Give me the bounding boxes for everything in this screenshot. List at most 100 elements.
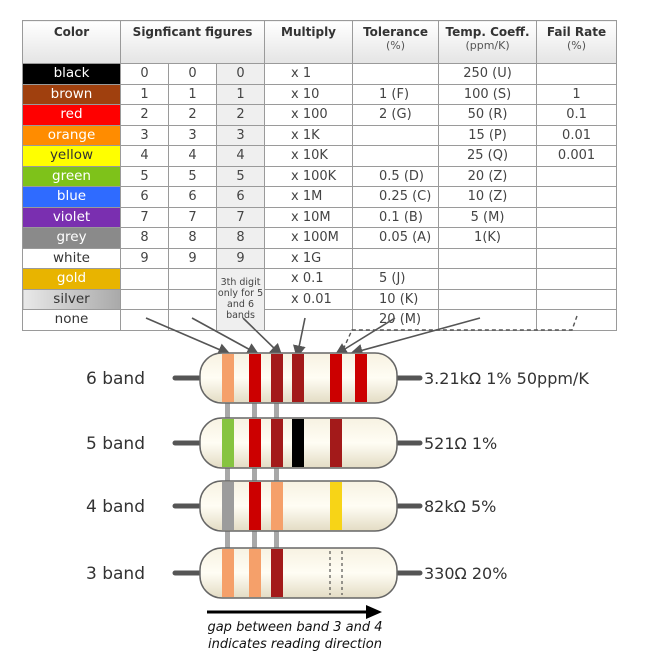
table-row: yellow 4 4 4 x 10K 25 (Q) 0.001 [22,145,618,167]
digit2-cell: 9 [168,247,217,269]
color-band-grey [222,482,234,530]
color-band-red [249,419,261,467]
arrow-head [366,605,382,619]
pointer-line [334,317,396,356]
color-code-table: Color Signficant figures Multiply Tolera… [22,20,618,331]
table-row: silver x 0.01 10 (K) [22,288,618,310]
color-name-cell: orange [22,124,121,146]
color-band-orange [222,354,234,402]
header-temp-coeff: Temp. Coeff. (ppm/K) [438,20,538,64]
resistor-value-label: 3.21kΩ 1% 50ppm/K [424,369,589,388]
color-name-cell: none [22,309,121,331]
digit2-cell [168,288,217,310]
color-band-red [249,354,261,402]
color-band-brown [271,549,283,597]
third-digit-note: 3th digit only for 5 and 6 bands [215,268,266,331]
digit1-cell [120,288,169,310]
digit1-cell: 6 [120,186,169,208]
fail-rate-cell [536,309,618,331]
table-body: black 0 0 0 x 1 250 (U) brown 1 1 1 x 10 1 (F) 100 (… [22,63,618,331]
table-row: violet 7 7 7 x 10M 0.1 (B) 5 (M) [22,206,618,228]
digit2-cell: 6 [168,186,217,208]
digit1-cell [120,309,169,331]
multiply-cell: x 10K [264,145,354,167]
resistor-value-label: 82kΩ 5% [424,497,496,516]
connector-line [274,395,279,555]
color-band-green [222,419,234,467]
resistor-value-label: 330Ω 20% [424,564,507,583]
connector-line [252,395,257,555]
digit2-cell [168,268,217,290]
digit1-cell: 4 [120,145,169,167]
color-band-red [249,482,261,530]
multiply-cell: x 1G [264,247,354,269]
color-band-red [355,354,367,402]
tolerance-cell: 0.25 (C) [352,186,440,208]
pointer-line [349,317,481,357]
digit1-cell: 8 [120,227,169,249]
digit3-cell: 4 [215,145,266,167]
temp-coeff-cell: 15 (P) [438,124,538,146]
tolerance-unit: (%) [386,39,406,52]
color-name-cell: blue [22,186,121,208]
digit1-cell: 7 [120,206,169,228]
tolerance-cell: 2 (G) [352,104,440,126]
digit1-cell: 2 [120,104,169,126]
pointer-line [145,317,231,356]
header-significant-figures: Signficant figures [119,20,266,64]
digit2-cell: 5 [168,165,217,187]
table-row: brown 1 1 1 x 10 1 (F) 100 (S) 1 [22,83,618,105]
color-name-cell: violet [22,206,121,228]
color-name-cell: gold [22,268,121,290]
color-band-brown [271,354,283,402]
multiply-cell: x 0.01 [264,288,354,310]
band-count-label: 5 band [86,434,145,454]
digit2-cell: 7 [168,206,217,228]
pointer-line [242,317,283,357]
digit3-cell: 8 [215,227,266,249]
temp-coeff-cell: 50 (R) [438,104,538,126]
fail-unit: (%) [567,39,587,52]
multiply-cell: x 100M [264,227,354,249]
color-band-orange [222,549,234,597]
color-name-cell: silver [22,288,121,310]
header-fail-rate: Fail Rate (%) [536,20,618,64]
table-row: grey 8 8 8 x 100M 0.05 (A) 1(K) [22,227,618,249]
digit3-cell: 3 [215,124,266,146]
color-band-black [292,419,304,467]
pointer-line [293,317,306,359]
table-row: gold 3th digit only for 5 and 6 bands x 0.… [22,268,618,331]
temp-unit: (ppm/K) [465,39,510,52]
header-multiply: Multiply [264,20,354,64]
dashed-pointer-line [341,315,578,353]
connector-line [225,395,230,555]
pointer-line [191,317,260,356]
color-band-gold [330,482,342,530]
digit1-cell: 0 [120,63,169,85]
digit3-cell: 1 [215,83,266,105]
table-row: white 9 9 9 x 1G [22,247,618,269]
color-band-orange [271,482,283,530]
header-color: Color [22,20,121,64]
band-count-label: 4 band [86,497,145,517]
band-count-label: 3 band [86,564,145,584]
resistor-value-label: 521Ω 1% [424,434,497,453]
digit2-cell: 4 [168,145,217,167]
tolerance-title: Tolerance [363,25,428,39]
temp-title: Temp. Coeff. [445,25,530,39]
tolerance-cell: 0.1 (B) [352,206,440,228]
color-band-brown [330,419,342,467]
color-name-cell: white [22,247,121,269]
caption-line2: indicates reading direction [208,637,382,652]
tolerance-cell: 20 (M) [352,309,440,331]
color-band-brown [271,419,283,467]
digit1-cell: 9 [120,247,169,269]
temp-coeff-cell: 1(K) [438,227,538,249]
table-row: blue 6 6 6 x 1M 0.25 (C) 10 (Z) [22,186,618,208]
color-band-brown [292,354,304,402]
table-row: black 0 0 0 x 1 250 (U) [22,63,618,85]
fail-title: Fail Rate [546,25,607,39]
table-row: red 2 2 2 x 100 2 (G) 50 (R) 0.1 [22,104,618,126]
color-name-cell: red [22,104,121,126]
color-band-red [330,354,342,402]
